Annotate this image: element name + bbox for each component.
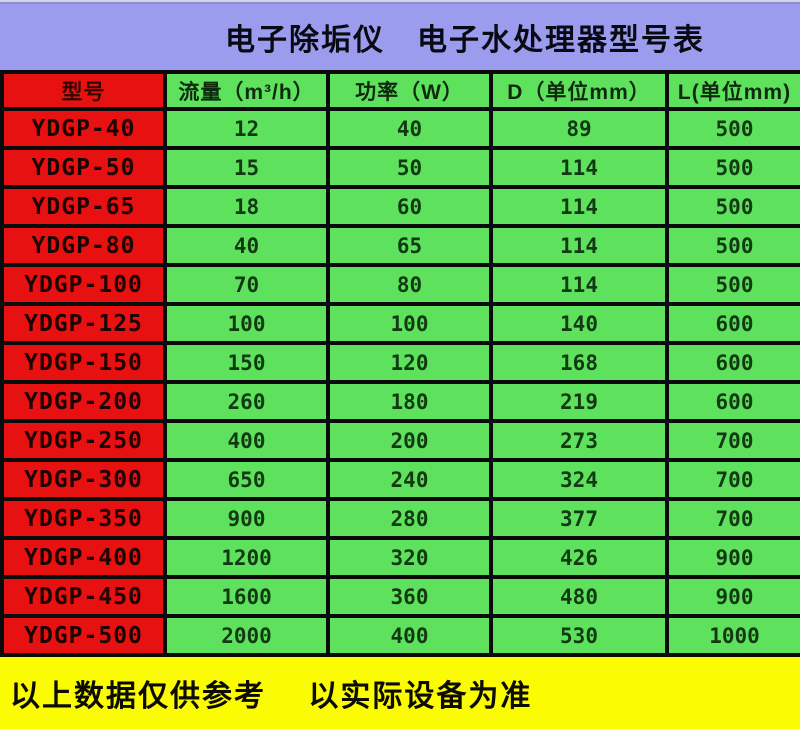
- value-cell: 700: [665, 419, 800, 462]
- value-cell: 426: [489, 536, 669, 579]
- model-cell: YDGP-400: [0, 536, 167, 579]
- value-cell: 700: [665, 458, 800, 501]
- value-cell: 89: [489, 107, 669, 150]
- column-header-power: 功率（W）: [326, 70, 493, 111]
- value-cell: 273: [489, 419, 669, 462]
- value-cell: 2000: [163, 614, 330, 657]
- value-cell: 500: [665, 224, 800, 267]
- model-cell: YDGP-125: [0, 302, 167, 345]
- value-cell: 400: [163, 419, 330, 462]
- value-cell: 360: [326, 575, 493, 618]
- model-cell: YDGP-40: [0, 107, 167, 150]
- table-row: YDGP-350 900 280 377 700: [0, 497, 800, 540]
- model-cell: YDGP-500: [0, 614, 167, 657]
- value-cell: 400: [326, 614, 493, 657]
- model-cell: YDGP-100: [0, 263, 167, 306]
- value-cell: 114: [489, 224, 669, 267]
- title-bar: 电子除垢仪 电子水处理器型号表: [0, 4, 800, 70]
- value-cell: 200: [326, 419, 493, 462]
- value-cell: 260: [163, 380, 330, 423]
- table-row: YDGP-200 260 180 219 600: [0, 380, 800, 423]
- table-row: YDGP-400 1200 320 426 900: [0, 536, 800, 579]
- value-cell: 12: [163, 107, 330, 150]
- value-cell: 60: [326, 185, 493, 228]
- footer-note-text: 以上数据仅供参考 以实际设备为准: [10, 680, 533, 713]
- model-cell: YDGP-65: [0, 185, 167, 228]
- model-cell: YDGP-300: [0, 458, 167, 501]
- value-cell: 600: [665, 302, 800, 345]
- table-row: YDGP-450 1600 360 480 900: [0, 575, 800, 618]
- table-row: YDGP-125 100 100 140 600: [0, 302, 800, 345]
- model-cell: YDGP-450: [0, 575, 167, 618]
- value-cell: 280: [326, 497, 493, 540]
- value-cell: 140: [489, 302, 669, 345]
- model-cell: YDGP-80: [0, 224, 167, 267]
- table-row: YDGP-50 15 50 114 500: [0, 146, 800, 189]
- value-cell: 900: [163, 497, 330, 540]
- value-cell: 240: [326, 458, 493, 501]
- value-cell: 1200: [163, 536, 330, 579]
- value-cell: 150: [163, 341, 330, 384]
- value-cell: 480: [489, 575, 669, 618]
- top-edge-strip: [0, 0, 800, 4]
- table-row: YDGP-150 150 120 168 600: [0, 341, 800, 384]
- table-row: YDGP-65 18 60 114 500: [0, 185, 800, 228]
- value-cell: 530: [489, 614, 669, 657]
- value-cell: 600: [665, 341, 800, 384]
- table-row: YDGP-300 650 240 324 700: [0, 458, 800, 501]
- value-cell: 100: [326, 302, 493, 345]
- value-cell: 100: [163, 302, 330, 345]
- model-cell: YDGP-350: [0, 497, 167, 540]
- value-cell: 168: [489, 341, 669, 384]
- value-cell: 180: [326, 380, 493, 423]
- column-header-model: 型号: [0, 70, 167, 111]
- value-cell: 600: [665, 380, 800, 423]
- model-spec-table: 型号 流量（m³/h） 功率（W） D（单位mm） L(单位mm) YDGP-4…: [0, 70, 800, 657]
- model-cell: YDGP-250: [0, 419, 167, 462]
- value-cell: 320: [326, 536, 493, 579]
- column-header-diameter: D（单位mm）: [489, 70, 669, 111]
- value-cell: 50: [326, 146, 493, 189]
- value-cell: 114: [489, 263, 669, 306]
- value-cell: 114: [489, 185, 669, 228]
- value-cell: 700: [665, 497, 800, 540]
- footer-note-bar: 以上数据仅供参考 以实际设备为准: [0, 657, 800, 729]
- table-row: YDGP-100 70 80 114 500: [0, 263, 800, 306]
- column-header-flow: 流量（m³/h）: [163, 70, 330, 111]
- value-cell: 500: [665, 107, 800, 150]
- model-cell: YDGP-150: [0, 341, 167, 384]
- model-cell: YDGP-200: [0, 380, 167, 423]
- value-cell: 18: [163, 185, 330, 228]
- value-cell: 219: [489, 380, 669, 423]
- table-row: YDGP-80 40 65 114 500: [0, 224, 800, 267]
- value-cell: 324: [489, 458, 669, 501]
- value-cell: 15: [163, 146, 330, 189]
- value-cell: 1600: [163, 575, 330, 618]
- value-cell: 650: [163, 458, 330, 501]
- column-header-length: L(单位mm): [665, 70, 800, 111]
- value-cell: 500: [665, 263, 800, 306]
- value-cell: 70: [163, 263, 330, 306]
- value-cell: 40: [163, 224, 330, 267]
- value-cell: 377: [489, 497, 669, 540]
- table-row: YDGP-250 400 200 273 700: [0, 419, 800, 462]
- value-cell: 500: [665, 185, 800, 228]
- value-cell: 65: [326, 224, 493, 267]
- page-title: 电子除垢仪 电子水处理器型号表: [225, 24, 705, 57]
- value-cell: 114: [489, 146, 669, 189]
- value-cell: 120: [326, 341, 493, 384]
- value-cell: 900: [665, 575, 800, 618]
- table-row: YDGP-40 12 40 89 500: [0, 107, 800, 150]
- value-cell: 40: [326, 107, 493, 150]
- value-cell: 500: [665, 146, 800, 189]
- table-row: YDGP-500 2000 400 530 1000: [0, 614, 800, 657]
- value-cell: 900: [665, 536, 800, 579]
- value-cell: 1000: [665, 614, 800, 657]
- model-cell: YDGP-50: [0, 146, 167, 189]
- header-row: 型号 流量（m³/h） 功率（W） D（单位mm） L(单位mm): [0, 70, 800, 111]
- value-cell: 80: [326, 263, 493, 306]
